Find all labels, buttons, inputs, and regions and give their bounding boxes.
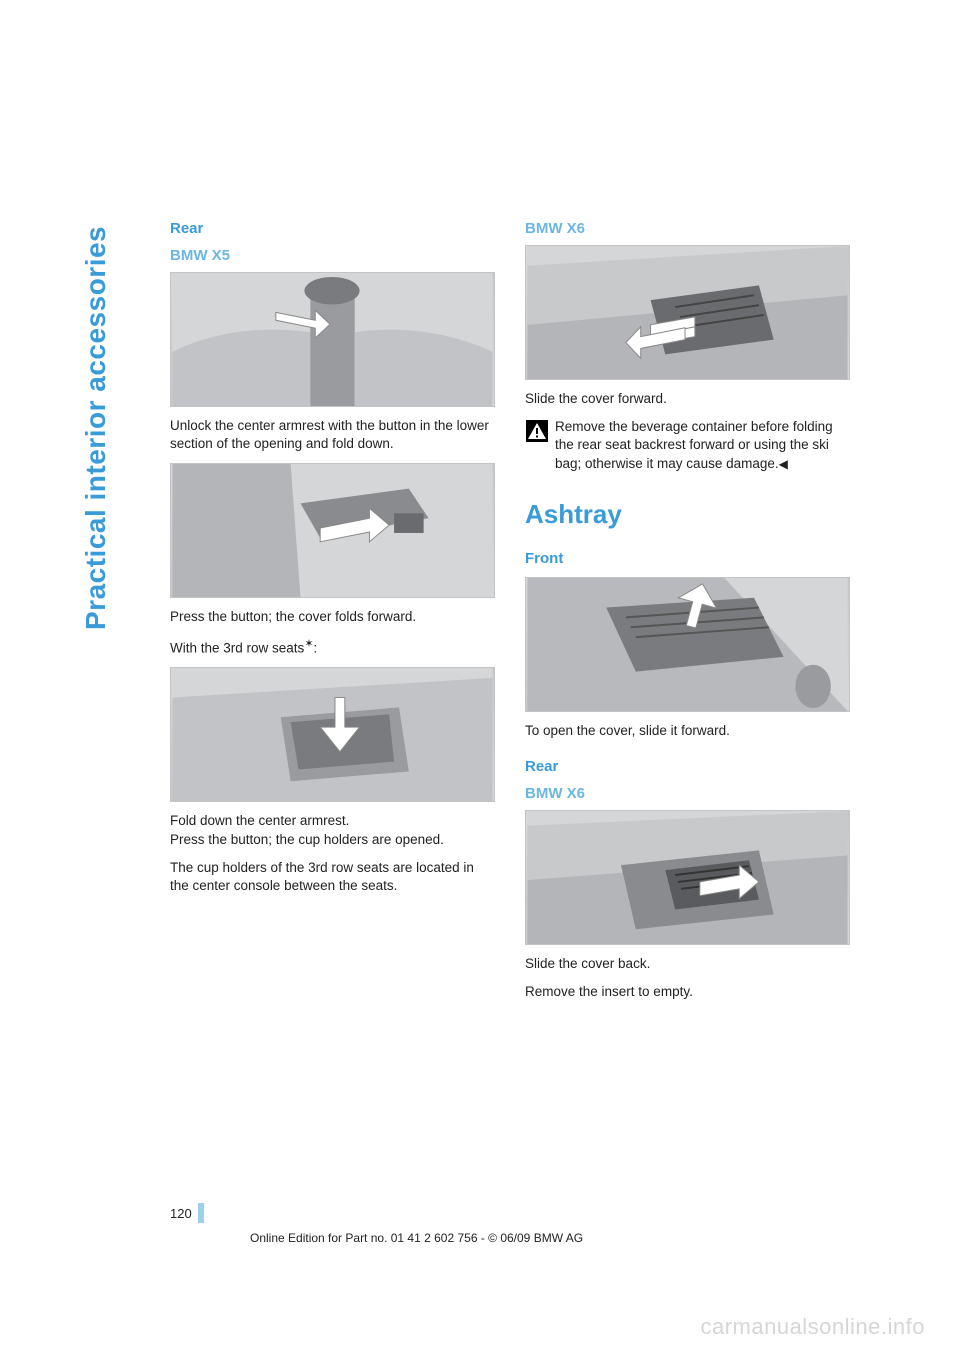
text-fragment: Remove the beverage container before fol…: [555, 419, 833, 470]
paragraph: Remove the insert to empty.: [525, 983, 850, 1001]
figure-illustration: [171, 668, 494, 801]
figure-x5-3rd-row-cupholders: [170, 667, 495, 802]
manual-page: Practical interior accessories Rear BMW …: [0, 0, 960, 1358]
page-number: 120: [170, 1206, 192, 1221]
section-title-vertical: Practical interior accessories: [80, 226, 112, 630]
figure-illustration: [526, 811, 849, 944]
paragraph: Press the button; the cover folds forwar…: [170, 608, 495, 626]
heading-rear-2: Rear: [525, 758, 850, 775]
paragraph: Slide the cover forward.: [525, 390, 850, 408]
warning-text: Remove the beverage container before fol…: [555, 418, 850, 473]
footer-edition-line: Online Edition for Part no. 01 41 2 602 …: [250, 1231, 583, 1245]
warning-icon: [525, 419, 549, 443]
paragraph: To open the cover, slide it forward.: [525, 722, 850, 740]
paragraph: With the 3rd row seats✶:: [170, 637, 495, 658]
heading-front: Front: [525, 550, 850, 567]
watermark-text: carmanualsonline.info: [700, 1314, 925, 1340]
figure-ashtray-rear-x6: [525, 810, 850, 945]
paragraph: Fold down the center armrest. Press the …: [170, 812, 495, 848]
left-column: Rear BMW X5 Unlock the center armrest wi…: [170, 220, 495, 1012]
page-number-bar: [198, 1203, 204, 1223]
right-column: BMW X6 Slide the cover forward.: [525, 220, 850, 1012]
figure-illustration: [526, 246, 849, 379]
figure-illustration: [171, 273, 494, 406]
paragraph: Unlock the center armrest with the butto…: [170, 417, 495, 453]
figure-x6-cupholder-cover: [525, 245, 850, 380]
heading-bmw-x6: BMW X6: [525, 220, 850, 237]
end-marker-icon: ◀: [779, 457, 788, 471]
text-fragment: With the 3rd row seats: [170, 640, 304, 655]
figure-illustration: [171, 464, 494, 597]
footnote-star-icon: ✶: [304, 638, 313, 650]
figure-illustration: [526, 578, 849, 711]
figure-ashtray-front: [525, 577, 850, 712]
figure-x5-armrest-unlock: [170, 272, 495, 407]
content-area: Rear BMW X5 Unlock the center armrest wi…: [170, 220, 850, 1012]
warning-note: Remove the beverage container before fol…: [525, 418, 850, 473]
heading-ashtray: Ashtray: [525, 499, 850, 530]
paragraph: The cup holders of the 3rd row seats are…: [170, 859, 495, 895]
heading-rear: Rear: [170, 220, 495, 237]
text-fragment: :: [314, 640, 318, 655]
heading-bmw-x5: BMW X5: [170, 247, 495, 264]
figure-x5-cover-button: [170, 463, 495, 598]
page-number-block: 120: [170, 1203, 204, 1223]
paragraph: Slide the cover back.: [525, 955, 850, 973]
heading-bmw-x6-2: BMW X6: [525, 785, 850, 802]
